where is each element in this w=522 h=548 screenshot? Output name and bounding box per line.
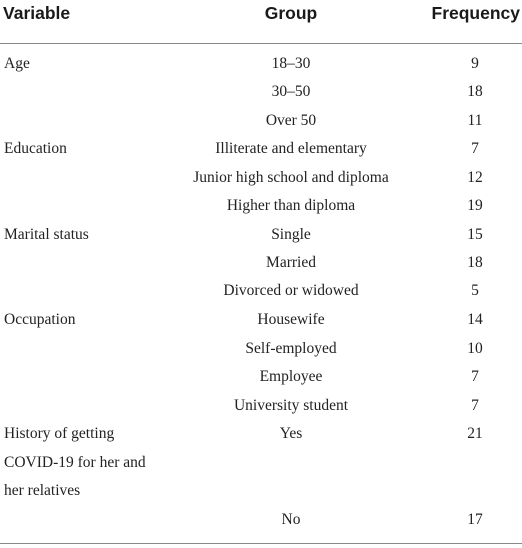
cell-group: 18–30 — [271, 55, 311, 72]
cell-group: Self-employed — [245, 340, 337, 357]
cell-frequency: 7 — [471, 140, 479, 157]
cell-group: Junior high school and diploma — [193, 169, 389, 186]
cell-frequency: 7 — [471, 397, 479, 414]
cell-frequency: 10 — [467, 340, 483, 357]
cell-group: Married — [266, 254, 316, 271]
cell-variable: Marital status — [4, 226, 89, 243]
cell-group: 30–50 — [271, 83, 311, 100]
cell-group: Divorced or widowed — [223, 282, 359, 299]
cell-variable: Age — [4, 55, 30, 72]
header-variable: Variable — [3, 3, 71, 23]
cell-variable: her relatives — [4, 482, 81, 499]
cell-variable: COVID-19 for her and — [4, 454, 146, 471]
cell-frequency: 5 — [471, 282, 479, 299]
cell-frequency: 12 — [467, 169, 483, 186]
cell-group: Housewife — [257, 311, 325, 328]
header-rule — [0, 43, 522, 44]
cell-frequency: 18 — [467, 83, 483, 100]
cell-frequency: 19 — [467, 197, 483, 214]
header-frequency: Frequency — [431, 3, 521, 23]
cell-frequency: 21 — [467, 425, 483, 442]
cell-frequency: 15 — [467, 226, 483, 243]
cell-group: No — [281, 511, 301, 528]
cell-group: Yes — [279, 425, 303, 442]
cell-frequency: 18 — [467, 254, 483, 271]
cell-group: Higher than diploma — [226, 197, 356, 214]
cell-frequency: 14 — [467, 311, 483, 328]
cell-group: Employee — [259, 368, 323, 385]
cell-group: Single — [271, 226, 311, 243]
cell-group: Over 50 — [265, 112, 317, 129]
cell-variable: History of getting — [4, 425, 115, 442]
cell-group: Illiterate and elementary — [215, 140, 367, 157]
cell-frequency: 17 — [467, 511, 483, 528]
cell-group: University student — [233, 397, 349, 414]
cell-frequency: 11 — [467, 112, 483, 129]
cell-frequency: 9 — [471, 55, 479, 72]
cell-variable: Occupation — [4, 311, 76, 328]
header-group: Group — [264, 3, 318, 23]
bottom-rule — [0, 543, 522, 544]
cell-variable: Education — [4, 140, 67, 157]
cell-frequency: 7 — [471, 368, 479, 385]
